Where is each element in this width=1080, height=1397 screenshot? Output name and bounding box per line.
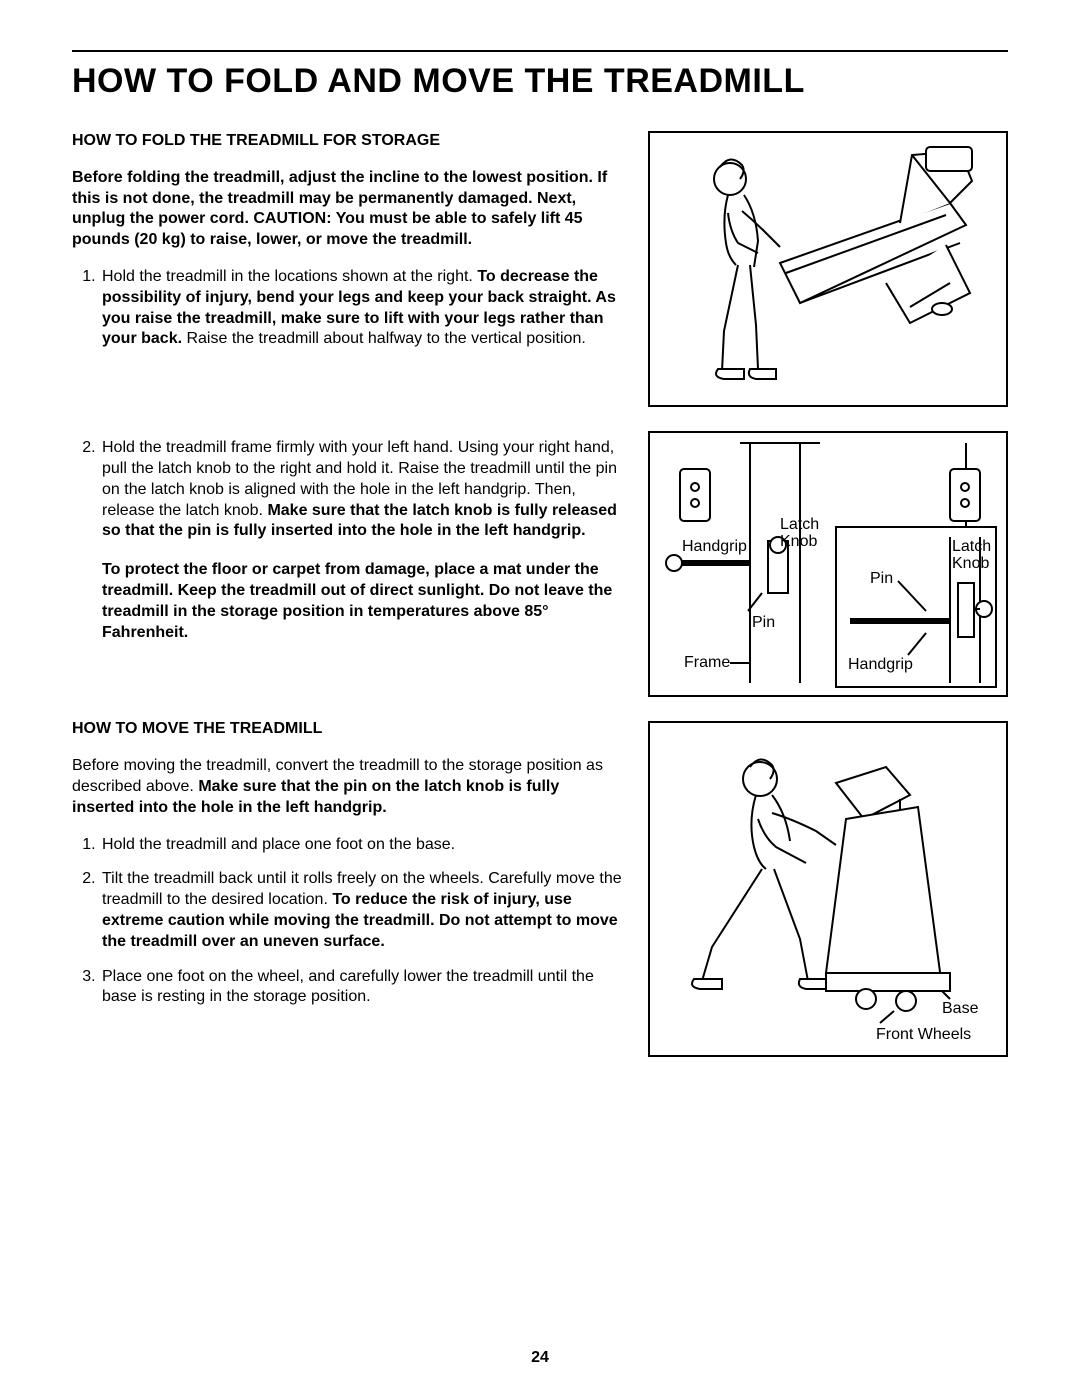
figure-3-move: Base Front Wheels bbox=[648, 721, 1008, 1057]
page-number: 24 bbox=[0, 1349, 1080, 1367]
fold-illustration-icon bbox=[650, 133, 1006, 405]
label-latch-r: Latch bbox=[952, 538, 991, 555]
section1-step1: Hold the treadmill in the locations show… bbox=[100, 267, 624, 350]
label-handgrip-l: Handgrip bbox=[682, 538, 747, 555]
label-base: Base bbox=[942, 1000, 979, 1017]
section2-step2: Tilt the treadmill back until it rolls f… bbox=[100, 869, 624, 952]
label-pin-r: Pin bbox=[870, 570, 893, 587]
section1-step2: Hold the treadmill frame firmly with you… bbox=[100, 438, 624, 643]
section2-step1: Hold the treadmill and place one foot on… bbox=[100, 835, 624, 856]
two-column-layout: HOW TO FOLD THE TREADMILL FOR STORAGE Be… bbox=[72, 131, 1008, 1057]
step2-note: To protect the floor or carpet from dama… bbox=[102, 560, 624, 643]
section2-step3: Place one foot on the wheel, and careful… bbox=[100, 967, 624, 1009]
page: HOW TO FOLD AND MOVE THE TREADMILL HOW T… bbox=[0, 0, 1080, 1397]
label-handgrip-r: Handgrip bbox=[848, 656, 913, 673]
section1-title: HOW TO FOLD THE TREADMILL FOR STORAGE bbox=[72, 131, 624, 152]
label-knob-l: Knob bbox=[780, 533, 817, 550]
section1-steps-cont: Hold the treadmill frame firmly with you… bbox=[72, 438, 624, 643]
top-rule bbox=[72, 50, 1008, 52]
section2-steps: Hold the treadmill and place one foot on… bbox=[72, 835, 624, 1009]
label-knob-r: Knob bbox=[952, 555, 989, 572]
figure-column: Handgrip Latch Knob Pin Frame Latch Knob… bbox=[648, 131, 1008, 1057]
figure-1-fold bbox=[648, 131, 1008, 407]
text-column: HOW TO FOLD THE TREADMILL FOR STORAGE Be… bbox=[72, 131, 624, 1057]
step1-text-a: Hold the treadmill in the locations show… bbox=[102, 268, 477, 285]
step1-text-b: Raise the treadmill about halfway to the… bbox=[182, 330, 586, 347]
section1-intro: Before folding the treadmill, adjust the… bbox=[72, 168, 624, 251]
section1-steps: Hold the treadmill in the locations show… bbox=[72, 267, 624, 350]
page-title: HOW TO FOLD AND MOVE THE TREADMILL bbox=[72, 62, 1008, 101]
label-wheels: Front Wheels bbox=[876, 1026, 971, 1043]
section2-title: HOW TO MOVE THE TREADMILL bbox=[72, 719, 624, 740]
spacer bbox=[72, 661, 624, 719]
label-latch-l: Latch bbox=[780, 516, 819, 533]
figure-2-latch: Handgrip Latch Knob Pin Frame Latch Knob… bbox=[648, 431, 1008, 697]
latch-illustration-icon: Handgrip Latch Knob Pin Frame Latch Knob… bbox=[650, 433, 1006, 695]
move-illustration-icon: Base Front Wheels bbox=[650, 723, 1006, 1055]
section2-intro: Before moving the treadmill, convert the… bbox=[72, 756, 624, 818]
label-frame: Frame bbox=[684, 654, 730, 671]
spacer bbox=[72, 368, 624, 438]
label-pin-l: Pin bbox=[752, 614, 775, 631]
